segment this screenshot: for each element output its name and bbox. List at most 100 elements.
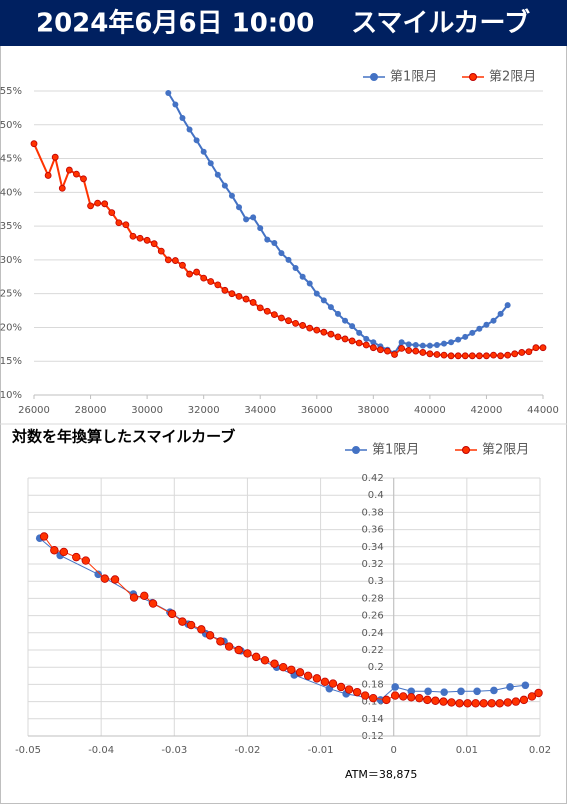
data-point xyxy=(447,352,455,360)
data-point xyxy=(327,304,334,311)
data-point xyxy=(419,342,426,349)
y-tick-label: 20% xyxy=(0,322,22,333)
data-point xyxy=(165,90,172,97)
data-point xyxy=(519,695,529,705)
y-tick-label: 0.22 xyxy=(361,645,383,656)
data-point xyxy=(419,349,427,356)
data-point xyxy=(348,337,356,345)
data-point xyxy=(303,671,313,680)
data-point xyxy=(100,574,109,583)
y-tick-label: 25% xyxy=(0,289,22,300)
data-point xyxy=(129,232,137,240)
data-point xyxy=(256,304,264,312)
data-point xyxy=(495,699,504,708)
data-point xyxy=(50,546,59,555)
data-point xyxy=(306,280,313,287)
x-tick-label: 0.02 xyxy=(529,745,551,756)
y-tick-label: 0.14 xyxy=(361,714,383,725)
data-point xyxy=(426,350,434,358)
legend-marker xyxy=(462,446,470,454)
chart-title: 対数を年換算したスマイルカーブ xyxy=(11,428,235,446)
y-tick-label: 0.4 xyxy=(368,490,384,501)
data-point xyxy=(412,342,419,349)
data-point xyxy=(525,348,533,356)
data-point xyxy=(405,341,412,348)
data-point xyxy=(391,351,398,358)
data-point xyxy=(483,321,490,328)
data-point xyxy=(243,649,252,658)
x-tick-label: 30000 xyxy=(131,405,163,416)
data-point xyxy=(455,336,462,343)
data-point xyxy=(193,268,200,276)
y-tick-label: 0.2 xyxy=(368,662,384,673)
legend-label: 第2限月 xyxy=(482,443,529,458)
data-point xyxy=(270,311,278,319)
data-point xyxy=(457,687,465,696)
data-point xyxy=(503,698,513,707)
data-point xyxy=(320,677,330,687)
data-point xyxy=(426,342,433,349)
data-point xyxy=(440,688,448,696)
data-point xyxy=(539,344,547,352)
data-point xyxy=(376,696,385,704)
header-title: スマイルカーブ xyxy=(351,8,530,39)
y-tick-label: 15% xyxy=(0,356,22,367)
data-point xyxy=(497,352,504,360)
y-tick-label: 0.34 xyxy=(361,542,383,553)
y-tick-label: 0.42 xyxy=(361,473,383,484)
x-tick-label: -0.01 xyxy=(308,745,334,756)
data-point xyxy=(328,679,338,688)
legend-label: 第1限月 xyxy=(372,443,419,458)
data-point xyxy=(511,350,519,358)
data-point xyxy=(440,351,448,359)
y-tick-label: 55% xyxy=(0,86,22,97)
data-point xyxy=(487,699,496,708)
data-point xyxy=(490,686,498,695)
x-tick-label: 38000 xyxy=(357,405,389,416)
data-point xyxy=(349,323,356,330)
data-point xyxy=(129,593,139,602)
data-point xyxy=(390,691,400,700)
data-point xyxy=(431,696,440,705)
y-tick-label: 0.18 xyxy=(361,679,383,690)
x-tick-label: 44000 xyxy=(527,405,559,416)
data-point xyxy=(423,695,432,705)
data-point xyxy=(504,302,511,309)
data-point xyxy=(412,347,420,355)
header-bar xyxy=(0,0,567,46)
x-tick-label: 34000 xyxy=(244,405,276,416)
legend-label: 第2限月 xyxy=(489,70,536,85)
annotation: ATM＝38,875 xyxy=(345,768,417,781)
y-tick-label: 10% xyxy=(0,390,22,401)
data-point xyxy=(278,314,285,322)
data-point xyxy=(497,310,504,317)
data-point xyxy=(278,250,285,257)
data-point xyxy=(164,256,172,264)
data-point xyxy=(483,352,490,360)
data-point xyxy=(285,256,292,263)
data-point xyxy=(399,692,408,701)
data-point xyxy=(312,674,322,683)
data-point xyxy=(424,687,432,696)
data-point xyxy=(299,322,307,329)
y-tick-label: 0.26 xyxy=(361,611,383,622)
x-tick-label: -0.05 xyxy=(15,745,41,756)
data-point xyxy=(455,699,464,708)
data-point xyxy=(200,274,208,282)
data-point xyxy=(532,344,540,352)
y-tick-label: 50% xyxy=(0,120,22,131)
data-point xyxy=(279,663,288,672)
data-point xyxy=(58,184,66,192)
data-point xyxy=(263,307,271,315)
data-point xyxy=(534,688,543,698)
data-point xyxy=(186,270,193,278)
data-point xyxy=(469,329,476,336)
data-point xyxy=(94,570,103,579)
data-point xyxy=(433,351,441,358)
data-point xyxy=(234,645,243,655)
data-point xyxy=(360,691,370,700)
data-point xyxy=(506,683,514,691)
data-point xyxy=(122,221,130,229)
data-point xyxy=(140,591,149,601)
data-point xyxy=(407,687,416,696)
